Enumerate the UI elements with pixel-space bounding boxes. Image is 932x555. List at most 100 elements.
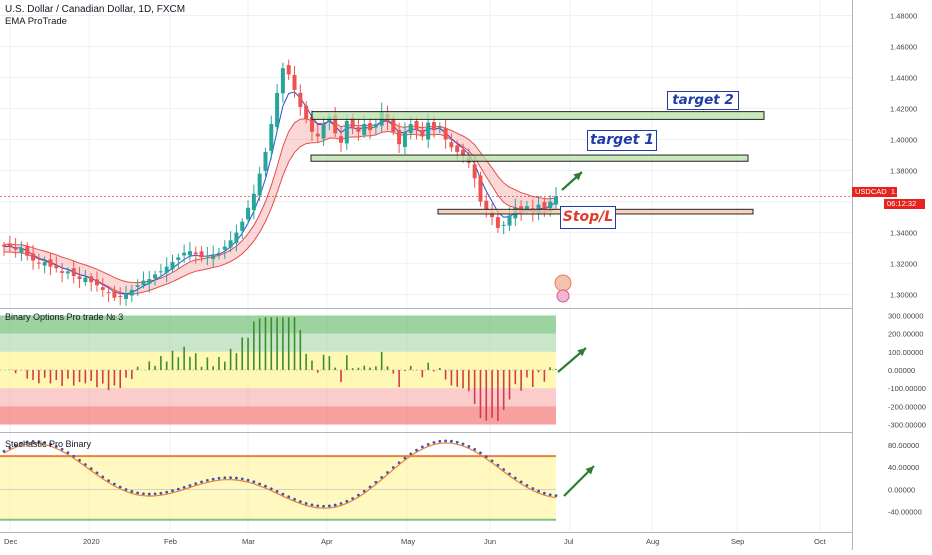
sto-dot	[130, 490, 134, 493]
time-tick-label-0: Dec	[4, 537, 18, 546]
candle-body	[298, 92, 303, 107]
stochastic-pane-title[interactable]: Stochastic Pro Binary	[5, 439, 92, 449]
sto-dot	[275, 490, 279, 493]
candle-body	[362, 124, 367, 135]
sto-dot	[235, 476, 238, 480]
sto-dot	[72, 454, 76, 458]
price-tick-label-2: 1.44000	[890, 74, 917, 83]
stop-loss-label[interactable]: Stop/L	[560, 206, 616, 229]
candle-body	[48, 259, 53, 267]
sto-dot	[240, 477, 244, 481]
candle-body	[19, 248, 24, 253]
level-box-0	[311, 111, 765, 120]
last-price: 1.36340	[890, 187, 918, 196]
sto-dot	[415, 448, 418, 452]
sto-dot	[182, 485, 186, 489]
sto-dot	[194, 482, 198, 486]
candle-body	[431, 122, 436, 131]
candle-body	[25, 246, 30, 256]
price-tick-label-3: 1.42000	[890, 105, 917, 114]
oscillator-pane-title[interactable]: Binary Options Pro trade № 3	[5, 312, 124, 322]
sto-dot	[200, 480, 203, 484]
candle-body	[524, 206, 529, 210]
sto-dot	[513, 476, 517, 480]
sto-dot	[14, 443, 18, 447]
candle-body	[176, 257, 181, 260]
sto-dot	[142, 492, 145, 496]
target-1-label[interactable]: target 1	[587, 130, 657, 151]
candle-body	[106, 292, 111, 294]
candle-body	[187, 251, 192, 256]
sto-dot	[211, 477, 215, 481]
sto-dot	[101, 475, 105, 479]
sto-dot	[281, 492, 285, 496]
sto-dot	[2, 449, 6, 453]
candle-body	[193, 252, 198, 255]
sto-dot	[147, 492, 151, 496]
symbol-badge: USDCAD 1.36340	[852, 187, 918, 197]
time-tick-label-10: Oct	[814, 537, 827, 546]
candle-body	[65, 271, 70, 274]
sto-dot	[246, 478, 250, 482]
sto-dot	[537, 489, 540, 493]
candle-body	[211, 254, 216, 259]
candle-body	[548, 201, 553, 209]
indicator-name[interactable]: EMA ProTrade	[5, 16, 67, 27]
sto-dot	[502, 468, 506, 471]
osc-zone-1	[0, 333, 556, 352]
price-tick-label-4: 1.40000	[890, 136, 917, 145]
candle-body	[292, 74, 297, 90]
candle-body	[373, 124, 378, 128]
candle-body	[443, 128, 448, 140]
candle-body	[344, 120, 349, 144]
osc-tick-label-0: 300.00000	[888, 311, 923, 320]
sto-dot	[25, 440, 29, 444]
candle-body	[490, 212, 495, 218]
candle-body	[147, 279, 152, 284]
time-tick-label-1: 2020	[83, 537, 100, 546]
sto-dot	[426, 442, 430, 446]
sto-dot	[43, 441, 47, 444]
candle-body	[391, 118, 396, 132]
time-tick-label-9: Sep	[731, 537, 744, 546]
candle-body	[205, 255, 210, 257]
sto-dot	[362, 489, 366, 493]
sto-dot	[223, 476, 227, 480]
sto-dot	[229, 476, 233, 480]
price-tick-label-8: 1.32000	[890, 260, 917, 269]
time-tick-label-8: Aug	[646, 537, 659, 546]
candle-body	[414, 121, 419, 131]
sto-dot	[542, 491, 546, 495]
candle-body	[228, 240, 233, 248]
price-tick-label-0: 1.48000	[890, 12, 917, 21]
candle-body	[112, 290, 117, 298]
sto-dot	[304, 502, 308, 505]
candle-body	[199, 251, 204, 258]
sto-dot	[293, 497, 296, 501]
candle-body	[118, 296, 123, 298]
sto-dot	[444, 439, 447, 443]
candle-body	[42, 262, 47, 266]
candle-body	[263, 151, 268, 171]
candle-body	[495, 217, 500, 228]
candle-body	[554, 196, 558, 205]
candle-body	[449, 142, 454, 148]
sto-dot	[450, 439, 453, 443]
sto-dot	[403, 456, 407, 460]
sto-dot	[89, 467, 93, 471]
candle-body	[94, 279, 99, 286]
sto-dot	[258, 482, 262, 486]
candle-body	[257, 173, 262, 196]
candle-body	[129, 289, 134, 296]
sto-range-fill	[0, 456, 556, 520]
candle-body	[164, 266, 169, 273]
target-2-label[interactable]: target 2	[667, 91, 739, 110]
candle-body	[222, 246, 227, 250]
sto-dot	[479, 451, 482, 455]
sto-dot	[269, 487, 273, 491]
sto-dot	[287, 495, 291, 499]
candle-body	[507, 215, 512, 226]
sto-dot	[490, 459, 494, 463]
